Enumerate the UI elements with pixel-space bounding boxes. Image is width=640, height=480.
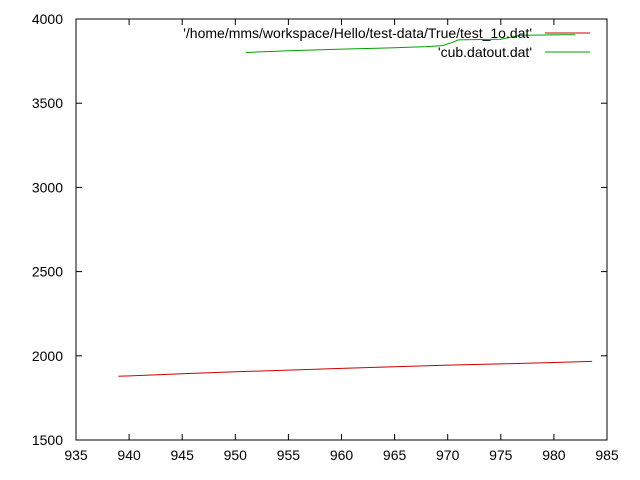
legend-label-2: 'cub.datout.dat' xyxy=(438,44,532,60)
plot-series xyxy=(118,34,593,377)
y-tick-label: 1500 xyxy=(32,432,63,448)
x-tick-label: 985 xyxy=(595,447,619,463)
x-tick-label: 970 xyxy=(436,447,460,463)
legend-label-1: '/home/mms/workspace/Hello/test-data/Tru… xyxy=(183,25,532,41)
x-tick-label: 975 xyxy=(489,447,513,463)
series-line-1 xyxy=(118,360,593,377)
x-tick-label: 980 xyxy=(542,447,566,463)
y-tick-label: 4000 xyxy=(32,11,63,27)
y-tick-label: 3000 xyxy=(32,179,63,195)
x-tick-label: 935 xyxy=(64,447,88,463)
x-tick-label: 960 xyxy=(330,447,354,463)
y-tick-label: 2000 xyxy=(32,348,63,364)
legend: '/home/mms/workspace/Hello/test-data/Tru… xyxy=(183,25,590,60)
y-tick-label: 2500 xyxy=(32,264,63,280)
series-line-2 xyxy=(245,34,576,53)
y-tick-label: 3500 xyxy=(32,95,63,111)
x-tick-label: 940 xyxy=(117,447,141,463)
x-tick-label: 945 xyxy=(171,447,195,463)
plot-frame xyxy=(75,18,608,441)
axes: 935 940 945 950 955 960 965 970 975 980 985 1500 200… xyxy=(32,11,619,463)
x-tick-label: 955 xyxy=(277,447,301,463)
x-tick-label: 950 xyxy=(224,447,248,463)
x-tick-label: 965 xyxy=(383,447,407,463)
